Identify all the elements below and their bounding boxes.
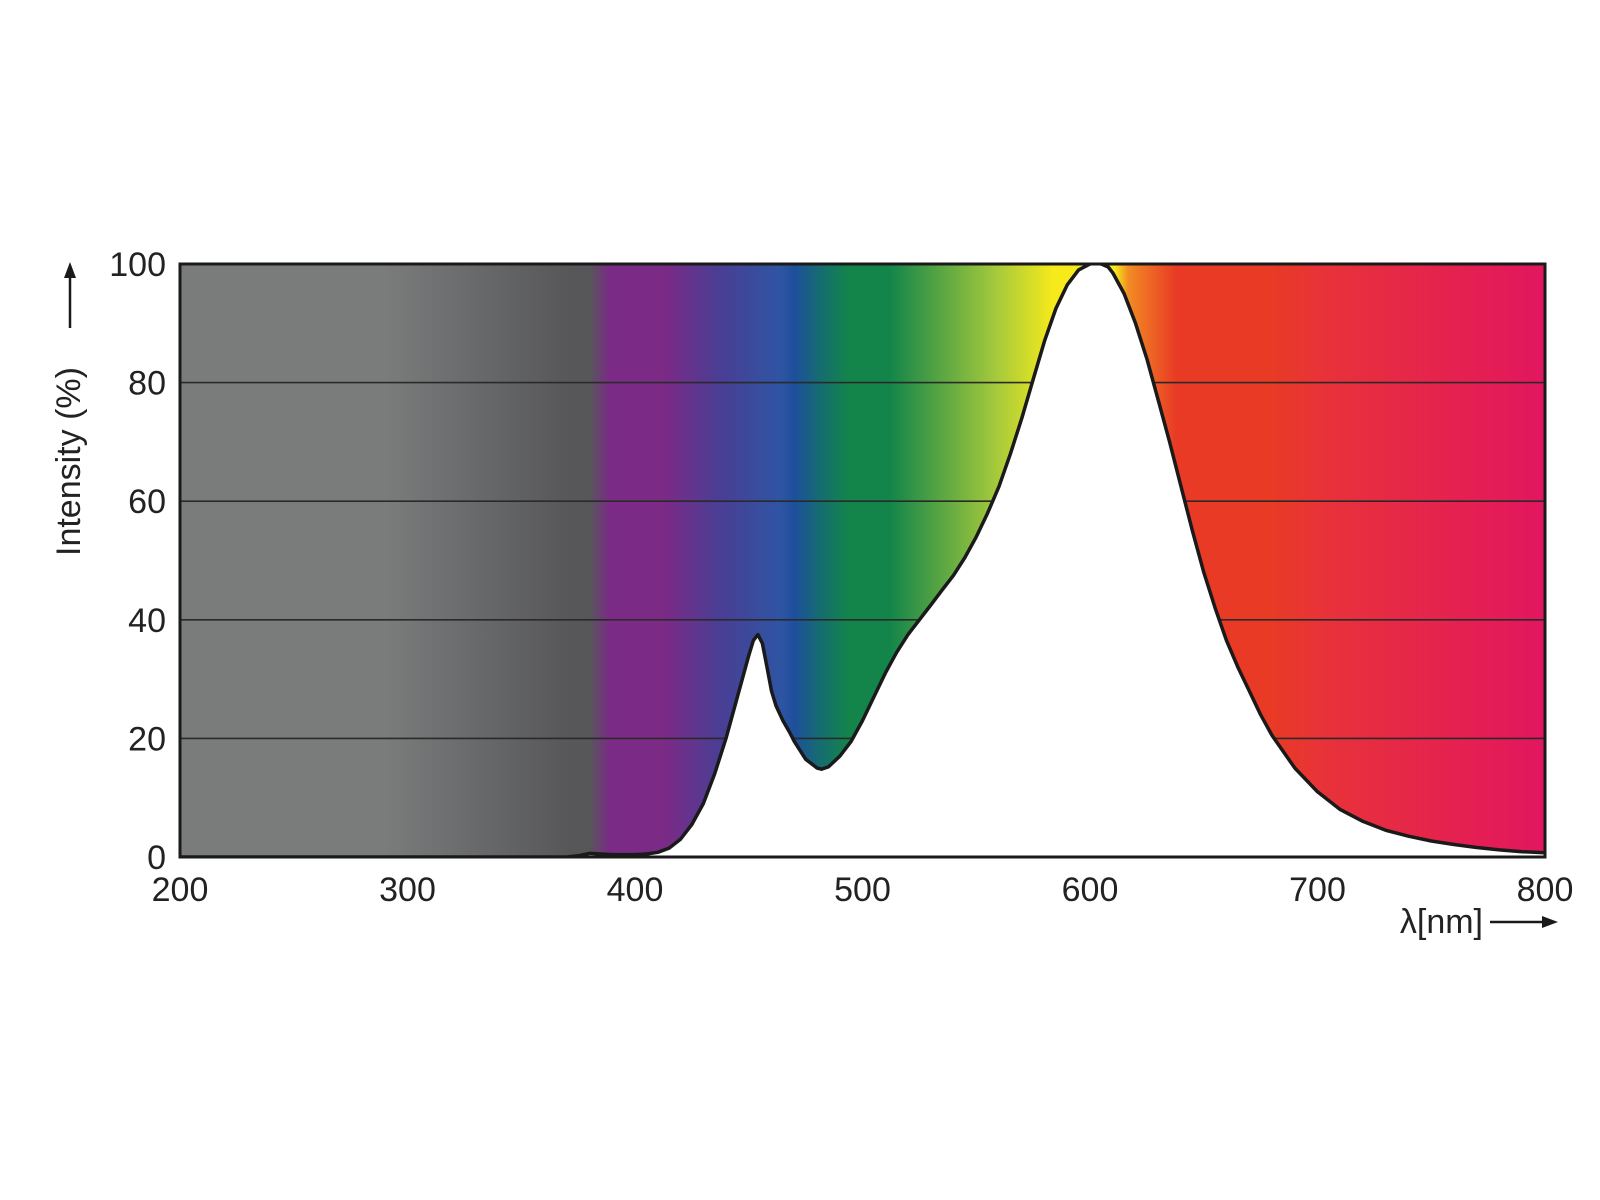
x-tick-label: 600 — [1062, 871, 1119, 909]
y-tick-label: 100 — [109, 246, 166, 284]
x-tick-label: 800 — [1517, 871, 1574, 909]
x-axis-label: λ[nm] — [1400, 903, 1483, 941]
y-tick-labels: 0 20 40 60 80 100 — [109, 246, 166, 877]
y-tick-label: 40 — [128, 602, 166, 640]
x-tick-label: 400 — [607, 871, 664, 909]
x-tick-label: 300 — [379, 871, 436, 909]
x-tick-label: 200 — [152, 871, 209, 909]
y-tick-label: 0 — [147, 839, 166, 877]
plot-area — [178, 262, 1547, 859]
x-tick-label: 700 — [1289, 871, 1346, 909]
y-axis-label: Intensity (%) — [50, 367, 88, 556]
y-tick-label: 20 — [128, 720, 166, 758]
intensity-curve-line — [180, 264, 1545, 857]
gridlines — [180, 381, 1545, 740]
x-tick-labels: 200 300 400 500 600 700 800 — [152, 871, 1574, 909]
x-axis-arrow-head-icon — [1542, 916, 1558, 928]
y-axis-arrow-head-icon — [64, 262, 76, 278]
x-axis-label-group: λ[nm] — [1400, 903, 1558, 941]
plot-frame — [178, 262, 1547, 859]
y-axis-label-group: Intensity (%) — [50, 262, 88, 556]
intensity-area-fill — [180, 264, 1545, 857]
y-tick-label: 60 — [128, 483, 166, 521]
y-tick-label: 80 — [128, 365, 166, 403]
x-tick-label: 500 — [834, 871, 891, 909]
